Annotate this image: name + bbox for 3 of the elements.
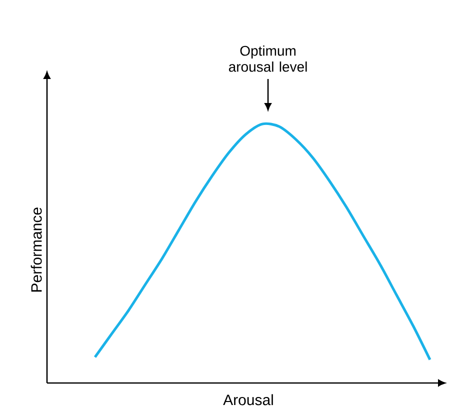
y-axis-title: Performance <box>30 208 42 292</box>
text: Optimum arousal level <box>228 46 307 72</box>
x-axis-title: Arousal <box>223 394 273 406</box>
